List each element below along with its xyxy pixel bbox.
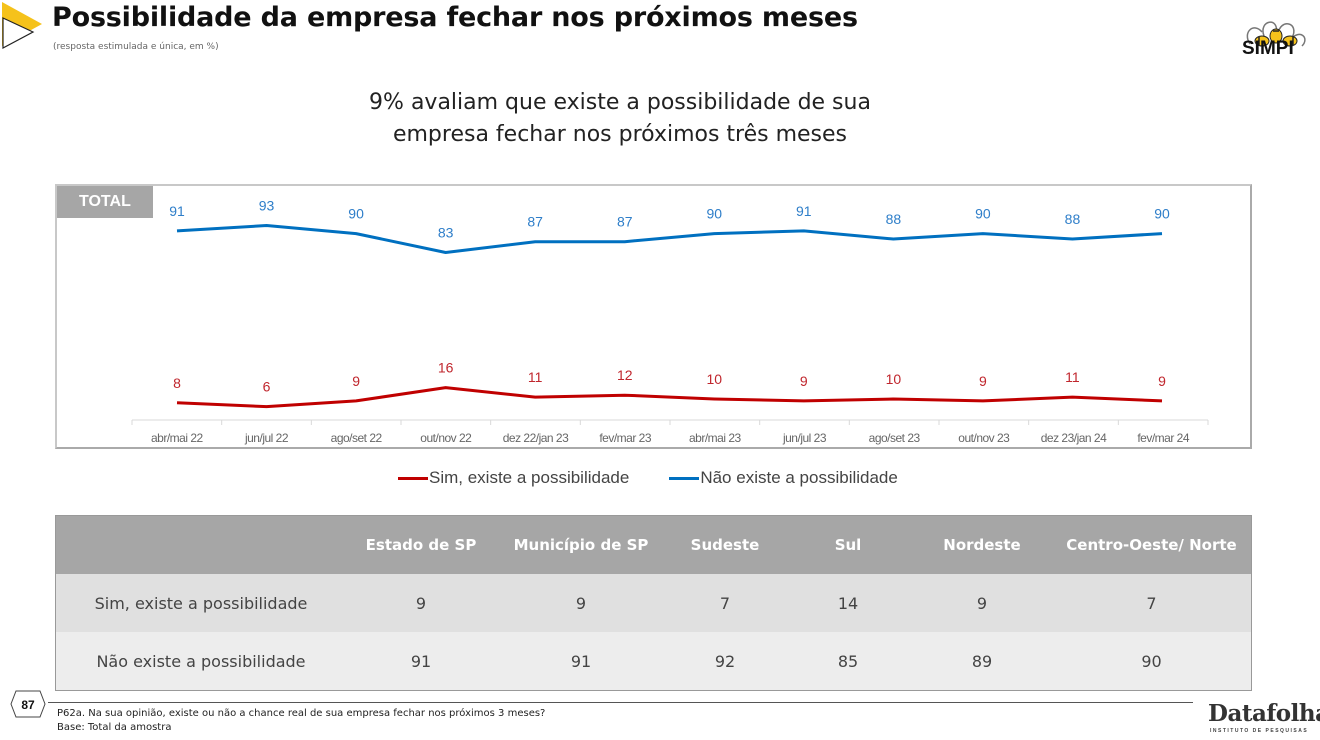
row-label: Não existe a possibilidade [55,632,346,691]
x-tick-label: abr/mai 22 [151,431,204,445]
data-label: 90 [975,206,991,222]
table-cell: 91 [496,632,666,691]
chart-frame [55,184,1252,449]
x-tick-label: fev/mar 24 [1137,431,1190,445]
data-label: 12 [617,367,633,383]
row-label: Sim, existe a possibilidade [55,574,346,632]
table-cell: 85 [784,632,912,691]
data-label: 8 [173,375,181,391]
table-header-nordeste: Nordeste [912,515,1052,574]
series-line-nao [176,224,1163,254]
table-header-sudeste: Sudeste [666,515,784,574]
table-cell: 7 [666,574,784,632]
data-label: 90 [1154,206,1170,222]
table-cell: 89 [912,632,1052,691]
data-label: 88 [886,211,902,227]
base-text: Base: Total da amostra [57,722,172,733]
page-title: Possibilidade da empresa fechar nos próx… [52,2,858,33]
table-row: Sim, existe a possibilidade 9 9 7 14 9 7 [55,574,1252,632]
data-label: 91 [169,203,185,219]
x-tick-label: ago/set 23 [869,431,921,445]
x-tick-label: dez 23/jan 24 [1041,431,1107,445]
table-header-estado-sp: Estado de SP [346,515,496,574]
data-label: 88 [1065,211,1081,227]
data-label: 9 [979,373,987,389]
data-label: 9 [1158,373,1166,389]
series-line-sim [176,386,1163,409]
data-label: 93 [259,198,275,214]
data-label: 9 [800,373,808,389]
legend-label-nao: Não existe a possibilidade [700,468,898,487]
table-cell: 91 [346,632,496,691]
table-header-empty [55,515,346,574]
x-tick-label: abr/mai 23 [689,431,742,445]
x-tick-label: out/nov 23 [958,431,1010,445]
table-cell: 92 [666,632,784,691]
legend-item-nao: Não existe a possibilidade [669,468,898,488]
footer-divider [48,702,1193,703]
headline-line-1: 9% avaliam que existe a possibilidade de… [369,90,871,115]
chart-panel-label: TOTAL [57,186,153,218]
table-header-sul: Sul [784,515,912,574]
data-label: 6 [263,379,271,395]
table-cell: 9 [346,574,496,632]
legend-label-sim: Sim, existe a possibilidade [429,468,630,487]
line-chart: abr/mai 22 jun/jul 22 ago/set 22 out/nov 22… [131,198,1209,445]
table-cell: 90 [1052,632,1252,691]
question-text: P62a. Na sua opinião, existe ou não a ch… [57,708,546,719]
data-label: 10 [706,371,722,387]
data-label: 91 [796,203,812,219]
x-tick-label: jun/jul 22 [244,431,289,445]
region-table: Estado de SP Município de SP Sudeste Sul… [55,515,1252,691]
data-label: 90 [706,206,722,222]
x-tick-label: jun/jul 23 [782,431,827,445]
data-label: 16 [438,360,454,376]
legend-swatch-nao [669,476,700,480]
table-row: Não existe a possibilidade 91 91 92 85 8… [55,632,1252,691]
headline-line-2: empresa fechar nos próximos três meses [392,122,848,147]
table-cell: 14 [784,574,912,632]
page-number-badge: 87 [10,690,46,718]
legend-item-sim: Sim, existe a possibilidade [398,468,629,488]
table-cell: 9 [912,574,1052,632]
table-cell: 7 [1052,574,1252,632]
datafolha-logo: Datafolha [1208,700,1320,727]
table-header-municipio-sp: Município de SP [496,515,666,574]
data-label: 83 [438,225,454,241]
data-label: 87 [617,214,633,230]
play-arrow-icon [2,2,42,49]
table-header-centro-oeste-norte: Centro-Oeste/ Norte [1052,515,1252,574]
x-tick-label: fev/mar 23 [599,431,652,445]
table-cell: 9 [496,574,666,632]
simpi-bee-logo-icon [1246,21,1306,47]
chart-legend: Sim, existe a possibilidade Não existe a… [398,468,898,488]
data-label: 10 [886,371,902,387]
x-tick-label: dez 22/jan 23 [503,431,569,445]
page-subtitle: (resposta estimulada e única, em %) [53,42,219,52]
x-tick-label: out/nov 22 [420,431,472,445]
simpi-logo-text: SIMPI [1242,38,1294,59]
page-number: 87 [21,698,35,712]
data-label: 9 [352,373,360,389]
table-header-row: Estado de SP Município de SP Sudeste Sul… [55,515,1252,574]
datafolha-tagline: INSTITUTO DE PESQUISAS [1210,728,1309,734]
headline: 9% avaliam que existe a possibilidade de… [260,87,980,151]
data-label: 11 [528,369,543,385]
data-label: 11 [1065,369,1080,385]
x-tick-label: ago/set 22 [331,431,383,445]
data-label: 90 [348,206,364,222]
legend-swatch-sim [398,476,428,480]
data-label: 87 [527,214,543,230]
